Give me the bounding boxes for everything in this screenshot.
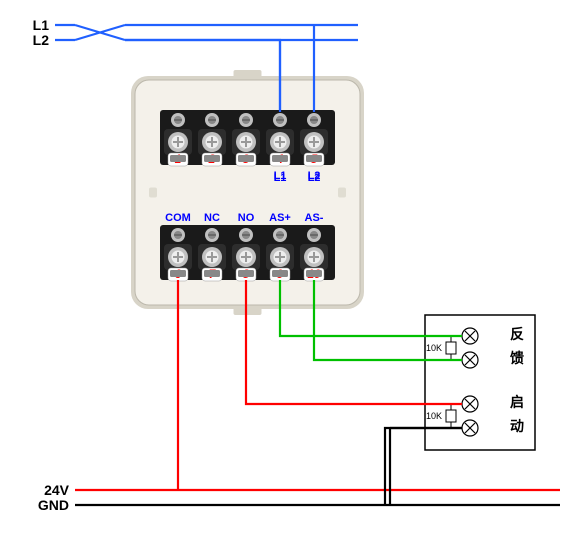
label-l2: L2 [33,32,50,48]
terminal-label-l1: L1 [274,170,287,182]
label-l1: L1 [33,17,50,33]
terminal-label-l2: L2 [308,170,321,182]
terminal-label-as+: AS+ [269,212,291,224]
terminal-label-no: NO [238,212,255,224]
label-gnd: GND [38,497,69,513]
feedback-label-bot: 馈 [510,350,524,366]
start-label-bot: 动 [510,418,524,434]
terminal-label-as-: AS- [305,212,324,224]
feedback-label-top: 反 [510,326,524,342]
resistor-1-label: 10K [426,343,442,353]
resistor-2-label: 10K [426,411,442,421]
terminal-label-nc: NC [204,212,220,224]
resistor-2 [446,410,456,422]
start-label-top: 启 [510,394,524,410]
resistor-1 [446,342,456,354]
label-24v: 24V [44,482,70,498]
terminal-strip-bottom: 678910 [160,225,335,281]
terminal-label-com: COM [165,212,191,224]
